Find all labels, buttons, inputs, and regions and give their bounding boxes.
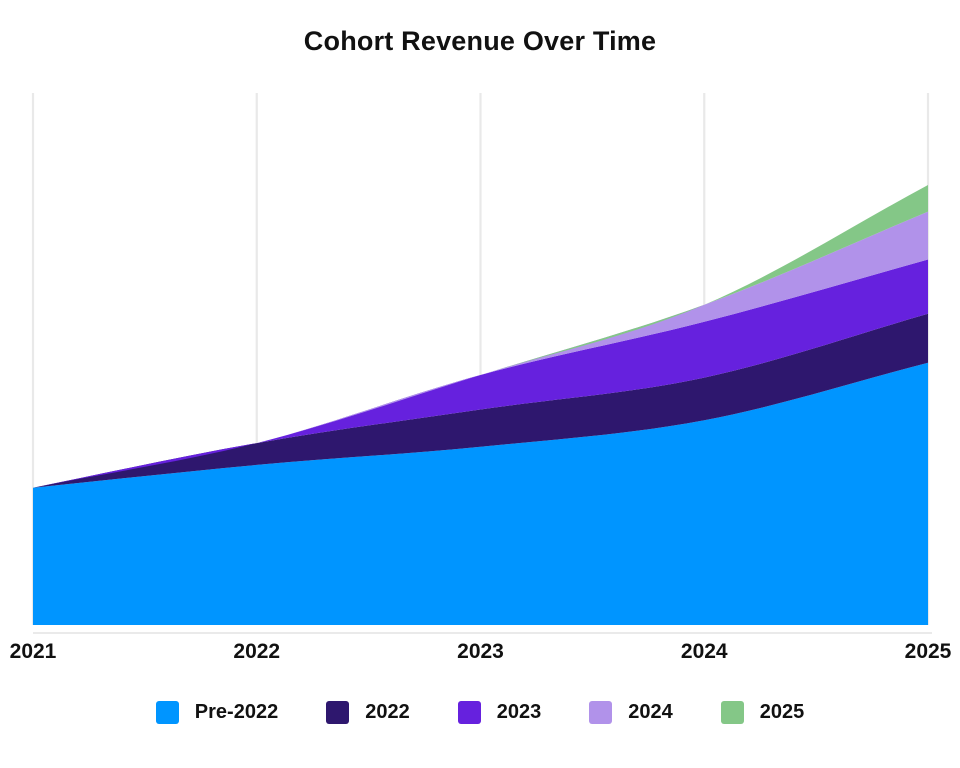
x-tick-label: 2025 xyxy=(904,640,952,663)
legend: Pre-2022 2022 2023 2024 2025 xyxy=(0,701,960,724)
legend-swatch xyxy=(589,701,613,724)
legend-label: 2024 xyxy=(628,701,673,723)
x-tick-label: 2022 xyxy=(233,640,281,663)
legend-swatch xyxy=(326,701,350,724)
legend-item-pre-2022[interactable]: Pre-2022 xyxy=(155,701,279,724)
legend-item-2022[interactable]: 2022 xyxy=(326,701,410,724)
legend-label: Pre-2022 xyxy=(194,701,279,723)
x-tick-label: 2023 xyxy=(457,640,504,663)
legend-item-2024[interactable]: 2024 xyxy=(589,701,673,724)
legend-label: 2025 xyxy=(759,701,805,723)
legend-item-2025[interactable]: 2025 xyxy=(720,701,805,724)
chart-title: Cohort Revenue Over Time xyxy=(303,26,657,56)
area-series-2022 xyxy=(33,313,928,488)
legend-label: 2022 xyxy=(365,701,410,723)
area-series-pre-2022 xyxy=(33,362,928,625)
legend-swatch xyxy=(720,701,744,724)
legend-swatch xyxy=(155,701,179,724)
legend-label: 2023 xyxy=(496,701,542,723)
legend-item-2023[interactable]: 2023 xyxy=(457,701,542,724)
legend-swatch xyxy=(457,701,481,724)
x-tick-label: 2024 xyxy=(680,640,728,663)
x-tick-label: 2021 xyxy=(9,640,57,663)
